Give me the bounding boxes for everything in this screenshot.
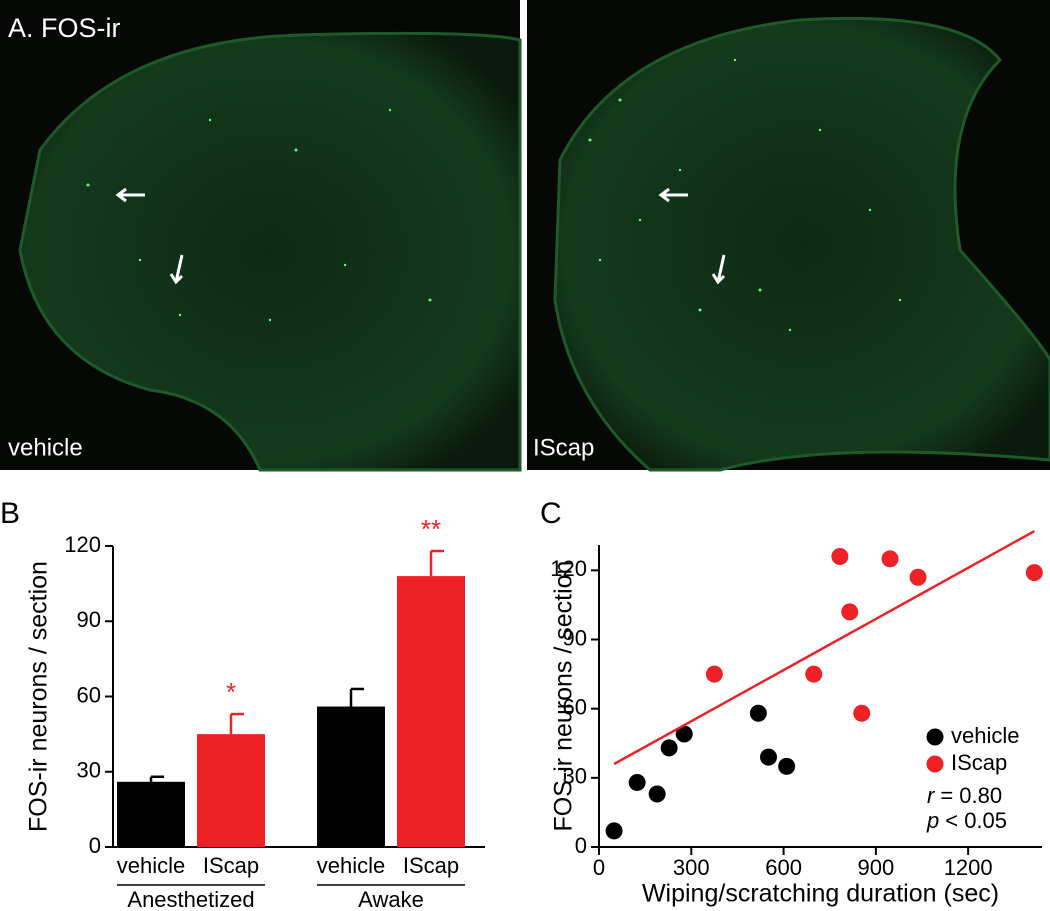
legend-label: IScap <box>951 750 1007 775</box>
legend-marker <box>926 755 944 773</box>
stat-text: < 0.05 <box>945 808 1007 833</box>
data-point <box>1025 564 1043 582</box>
y-tick-label: 30 <box>77 758 101 783</box>
stat-annotation: r = 0.80 <box>927 783 1002 808</box>
panel-letter: B <box>0 497 20 530</box>
y-tick-label: 90 <box>77 607 101 632</box>
data-point <box>749 704 767 722</box>
y-tick-label: 60 <box>77 682 101 707</box>
stat-text: = 0.80 <box>940 783 1002 808</box>
group-label: Anesthetized <box>127 887 254 911</box>
data-point <box>660 739 678 757</box>
data-point <box>675 725 693 743</box>
x-tick-label: IScap <box>203 853 259 878</box>
y-tick-label: 30 <box>563 764 587 789</box>
bar <box>197 734 265 847</box>
data-point <box>909 568 927 586</box>
data-point <box>648 785 666 803</box>
data-point <box>705 665 723 683</box>
micrograph-iscap: IScap <box>527 0 1050 472</box>
data-point <box>778 757 796 775</box>
data-point <box>831 548 849 566</box>
image-label: vehicle <box>8 434 83 461</box>
group-label: Awake <box>358 887 424 911</box>
x-tick-label: 900 <box>858 855 895 880</box>
bar <box>397 576 465 847</box>
data-point <box>853 704 871 722</box>
micrograph-vehicle: A. FOS-ir vehicle <box>0 0 522 472</box>
stat-symbol: r <box>927 783 936 808</box>
x-tick-label: 600 <box>765 855 802 880</box>
legend-marker <box>926 728 944 746</box>
x-tick-label: vehicle <box>117 853 185 878</box>
y-axis-label: FOS-ir neurons / section <box>550 561 578 832</box>
panel-letter: C <box>540 497 562 530</box>
x-tick-label: 0 <box>593 855 605 880</box>
y-tick-label: 120 <box>550 556 587 581</box>
significance-mark: ** <box>421 514 441 544</box>
y-tick-label: 0 <box>575 833 587 858</box>
y-tick-label: 120 <box>64 532 101 557</box>
stat-annotation: p < 0.05 <box>926 808 1007 833</box>
data-point <box>881 550 899 568</box>
x-tick-label: 300 <box>673 855 710 880</box>
x-axis-label: Wiping/scratching duration (sec) <box>642 880 999 908</box>
data-point <box>760 748 778 766</box>
significance-mark: * <box>226 677 236 707</box>
data-point <box>628 773 646 791</box>
x-tick-label: 1200 <box>944 855 993 880</box>
bar <box>117 781 185 847</box>
x-tick-label: IScap <box>403 853 459 878</box>
data-point <box>605 822 623 840</box>
y-tick-label: 90 <box>563 625 587 650</box>
panel-title: A. FOS-ir <box>8 13 121 43</box>
bar <box>317 706 385 847</box>
data-point <box>841 603 859 621</box>
x-tick-label: vehicle <box>317 853 385 878</box>
y-tick-label: 60 <box>563 694 587 719</box>
image-label: IScap <box>533 434 594 461</box>
data-point <box>805 665 823 683</box>
y-tick-label: 0 <box>89 833 101 858</box>
stat-symbol: p <box>926 808 939 833</box>
y-axis-label: FOS-ir neurons / section <box>25 561 53 832</box>
fit-line <box>613 530 1035 766</box>
legend-label: vehicle <box>951 723 1019 748</box>
